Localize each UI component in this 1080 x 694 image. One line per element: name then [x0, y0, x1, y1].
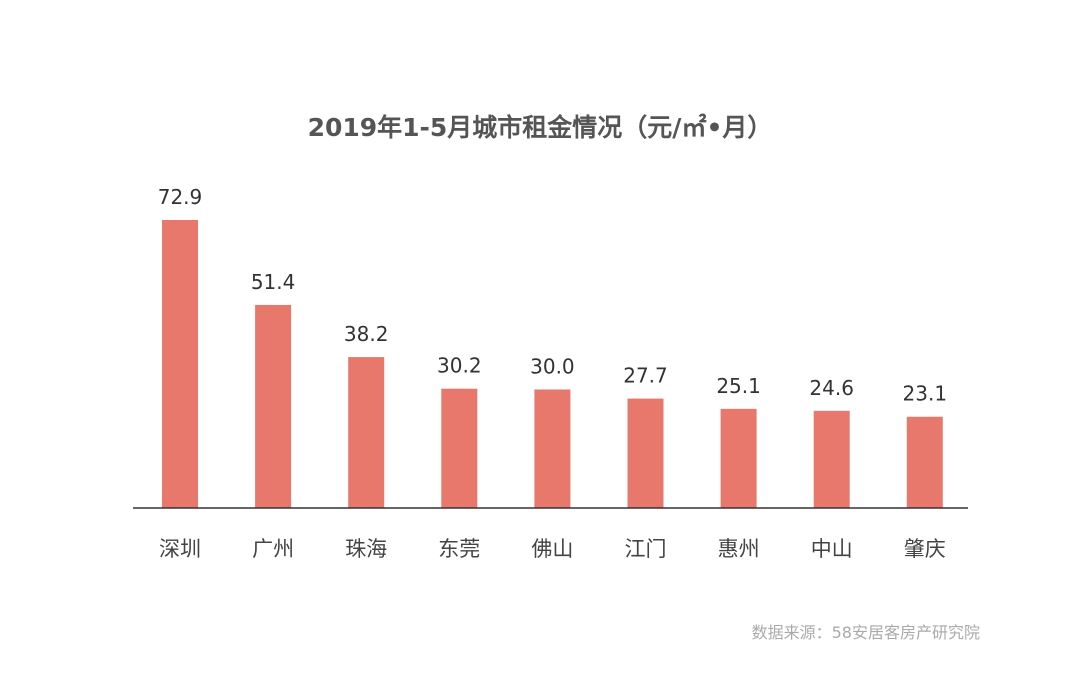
- bar-5: [627, 398, 664, 508]
- data-label: 23.1: [903, 382, 948, 406]
- data-label: 51.4: [251, 270, 296, 294]
- bar-8: [906, 416, 943, 508]
- data-label: 38.2: [344, 322, 389, 346]
- data-label: 30.2: [437, 354, 482, 378]
- source-note: 数据来源：58安居客房产研究院: [752, 623, 980, 642]
- category-label: 东莞: [438, 537, 480, 561]
- bar-6: [720, 408, 757, 508]
- bar-1: [255, 304, 292, 508]
- category-label: 惠州: [718, 537, 760, 561]
- chart-title: 2019年1-5月城市租金情况（元/㎡•月）: [308, 113, 773, 142]
- data-label: 72.9: [158, 185, 203, 209]
- bar-4: [534, 389, 571, 508]
- data-label: 30.0: [530, 354, 575, 378]
- category-label: 珠海: [345, 537, 387, 561]
- category-label: 肇庆: [904, 537, 946, 561]
- category-label: 佛山: [531, 537, 573, 561]
- bar-3: [441, 388, 478, 508]
- category-label: 中山: [811, 537, 853, 561]
- category-label: 江门: [625, 537, 667, 561]
- data-label: 24.6: [809, 376, 854, 400]
- data-label: 25.1: [716, 374, 761, 398]
- bar-0: [162, 220, 198, 508]
- category-label: 广州: [252, 537, 294, 561]
- data-label: 27.7: [623, 364, 668, 388]
- bar-7: [813, 410, 850, 508]
- bar-2: [348, 357, 385, 508]
- category-label: 深圳: [159, 537, 201, 561]
